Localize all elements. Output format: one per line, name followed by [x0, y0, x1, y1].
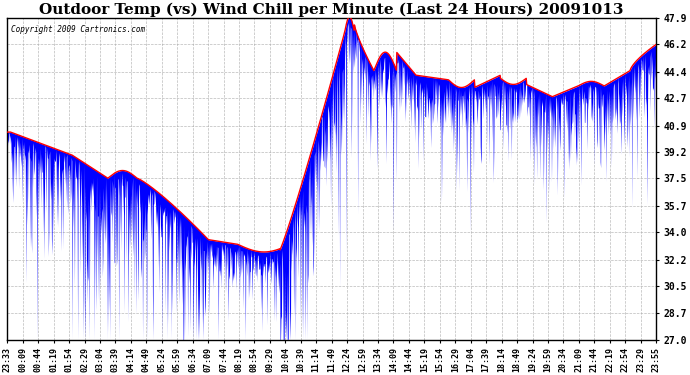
Title: Outdoor Temp (vs) Wind Chill per Minute (Last 24 Hours) 20091013: Outdoor Temp (vs) Wind Chill per Minute …: [39, 3, 624, 17]
Text: Copyright 2009 Cartronics.com: Copyright 2009 Cartronics.com: [10, 25, 145, 34]
